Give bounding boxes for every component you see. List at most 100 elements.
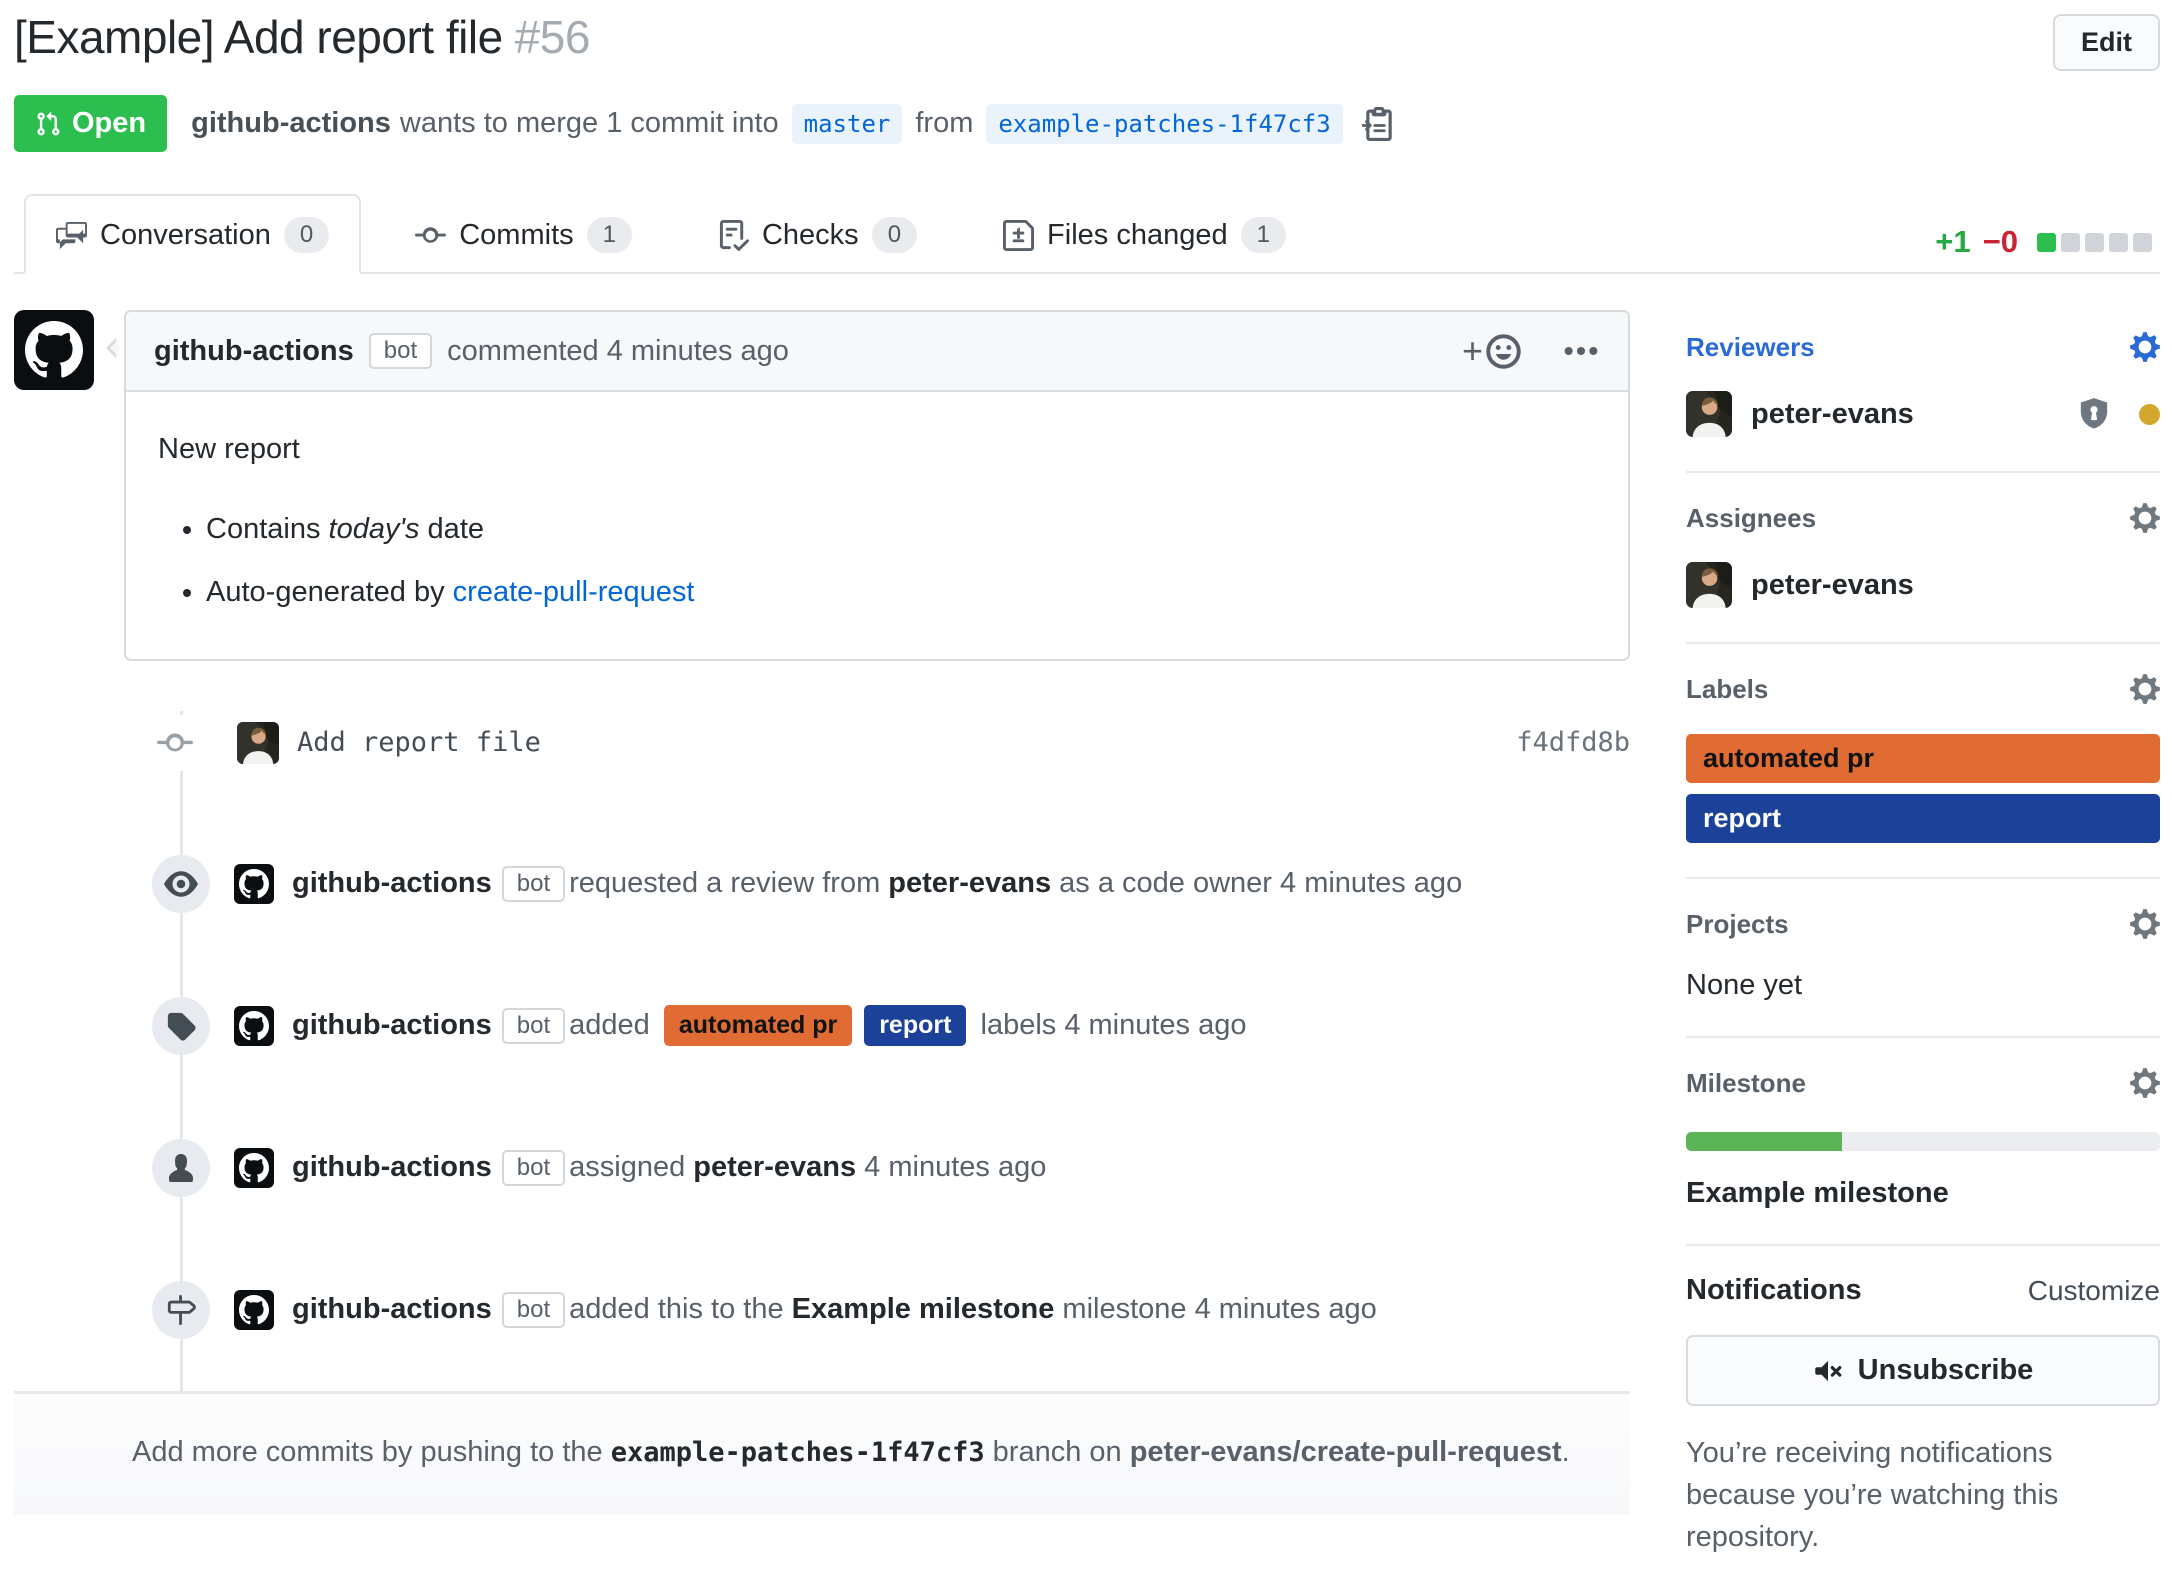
page-title: [Example] Add report file #56 [14,10,590,65]
reviewers-heading[interactable]: Reviewers [1686,331,1815,362]
status-badge-label: Open [72,107,147,139]
git-commit-icon [157,714,193,771]
assignee-avatar[interactable] [1686,562,1732,608]
tab-counter: 0 [871,217,918,253]
event-actor[interactable]: github-actions [292,867,492,899]
commit-sha[interactable]: f4dfd8b [1516,727,1630,758]
comment-timestamp: commented 4 minutes ago [447,334,789,367]
github-actions-avatar[interactable] [14,310,94,390]
bot-badge: bot [501,1007,566,1044]
head-branch-chip[interactable]: example-patches-1f47cf3 [986,103,1343,144]
create-pull-request-link[interactable]: create-pull-request [452,576,695,608]
pr-title-text: [Example] Add report file [14,11,503,63]
tab-counter: 1 [1240,217,1286,253]
github-actions-avatar[interactable] [234,1005,274,1046]
notifications-heading: Notifications [1686,1274,1862,1306]
base-branch-chip[interactable]: master [791,103,903,144]
kebab-menu-button[interactable] [1562,332,1600,370]
timeline: Add report file f4dfd8b github-actions bo… [14,710,1630,1391]
projects-gear-icon[interactable] [2130,907,2160,941]
pr-meta: Open github-actions wants to merge 1 com… [14,95,2160,152]
event-actor[interactable]: github-actions [292,1151,492,1183]
tab-files-changed[interactable]: Files changed 1 [971,194,1318,274]
bot-badge: bot [501,1291,566,1328]
customize-link[interactable]: Customize [2027,1274,2160,1306]
github-actions-avatar[interactable] [234,863,274,904]
label-chip-report[interactable]: report [1686,794,2160,843]
git-pull-request-icon [35,111,61,137]
committer-avatar[interactable] [237,722,279,764]
tag-icon [152,996,210,1055]
milestone-name[interactable]: Example milestone [1686,1177,1949,1209]
assignees-gear-icon[interactable] [2130,501,2160,535]
label-report[interactable]: report [864,1005,967,1046]
pr-header: [Example] Add report file #56 Edit [14,10,2160,71]
commit-message[interactable]: Add report file [297,727,541,758]
milestone-icon [152,1280,210,1339]
plus-icon: + [1461,330,1483,371]
head-branch-name: example-patches-1f47cf3 [610,1436,985,1468]
from-text: from [915,107,974,139]
milestone-progress-fill [1686,1132,1843,1151]
person-icon [152,1138,210,1197]
sidebar: Reviewers peter-evans Assignees peter-ev… [1686,310,2160,1592]
bot-badge: bot [501,865,566,902]
event-actor[interactable]: github-actions [292,1009,492,1041]
notifications-section: Notifications Customize Unsubscribe You’… [1686,1246,2160,1592]
labels-gear-icon[interactable] [2130,672,2160,706]
timeline-divider [14,1390,1630,1394]
tab-commits[interactable]: Commits 1 [383,194,664,274]
tab-label: Commits [459,218,574,251]
tab-label: Conversation [100,218,271,251]
tab-checks[interactable]: Checks 0 [686,194,949,274]
reviewer-avatar[interactable] [1686,391,1732,437]
timeline-event-assigned: github-actions bot assigned peter-evans 4 … [14,1138,1630,1197]
shield-icon [2077,396,2111,432]
reviewer-row: peter-evans [1686,391,2160,437]
label-automated-pr[interactable]: automated pr [663,1005,853,1046]
github-actions-avatar[interactable] [234,1289,274,1330]
milestone-link[interactable]: Example milestone [791,1293,1055,1325]
mute-icon [1813,1356,1843,1386]
edit-button[interactable]: Edit [2053,14,2160,71]
event-actor[interactable]: github-actions [292,1293,492,1325]
pr-author[interactable]: github-actions [191,107,391,139]
milestone-heading: Milestone [1686,1067,1806,1098]
unsubscribe-button[interactable]: Unsubscribe [1686,1335,2160,1406]
notifications-caption: You’re receiving notifications because y… [1686,1437,2059,1554]
milestone-gear-icon[interactable] [2130,1066,2160,1100]
eye-icon [152,854,210,913]
comment-discussion-icon [56,220,87,251]
label-chip-automated-pr[interactable]: automated pr [1686,734,2160,783]
github-actions-avatar[interactable] [234,1147,274,1188]
kebab-horizontal-icon [1562,332,1600,370]
projects-section: Projects None yet [1686,879,2160,1038]
bot-badge: bot [501,1149,566,1186]
push-hint: Add more commits by pushing to the examp… [14,1393,1630,1515]
reviewer-name[interactable]: peter-evans [888,867,1052,899]
conversation-column: github-actions bot commented 4 minutes a… [14,310,1630,1592]
labels-heading: Labels [1686,673,1769,704]
tab-counter: 1 [586,217,632,253]
comment-author[interactable]: github-actions [154,334,354,367]
bot-badge: bot [368,333,433,369]
assignees-section: Assignees peter-evans [1686,473,2160,644]
timeline-event-milestoned: github-actions bot added this to the Examp… [14,1280,1630,1339]
reviewers-section: Reviewers peter-evans [1686,310,2160,473]
tab-conversation[interactable]: Conversation 0 [24,194,362,274]
merge-text: wants to merge 1 commit into [399,107,779,139]
octocat-icon [25,321,83,379]
assignee-name[interactable]: peter-evans [1751,568,1914,601]
pr-description-comment: github-actions bot commented 4 minutes a… [14,310,1630,661]
reviewers-gear-icon[interactable] [2130,330,2160,364]
add-reaction-button[interactable]: + [1462,330,1522,372]
checklist-icon [718,220,749,251]
file-diff-icon [1003,220,1034,251]
pending-review-dot [2139,403,2160,425]
copy-branch-icon[interactable] [1362,107,1396,141]
assignee-name[interactable]: peter-evans [693,1151,857,1183]
comment-header: github-actions bot commented 4 minutes a… [126,312,1628,392]
comment-bullet-1: Contains today's date [206,508,1596,552]
milestone-progress-bar [1686,1132,2160,1151]
reviewer-name[interactable]: peter-evans [1751,397,1914,430]
